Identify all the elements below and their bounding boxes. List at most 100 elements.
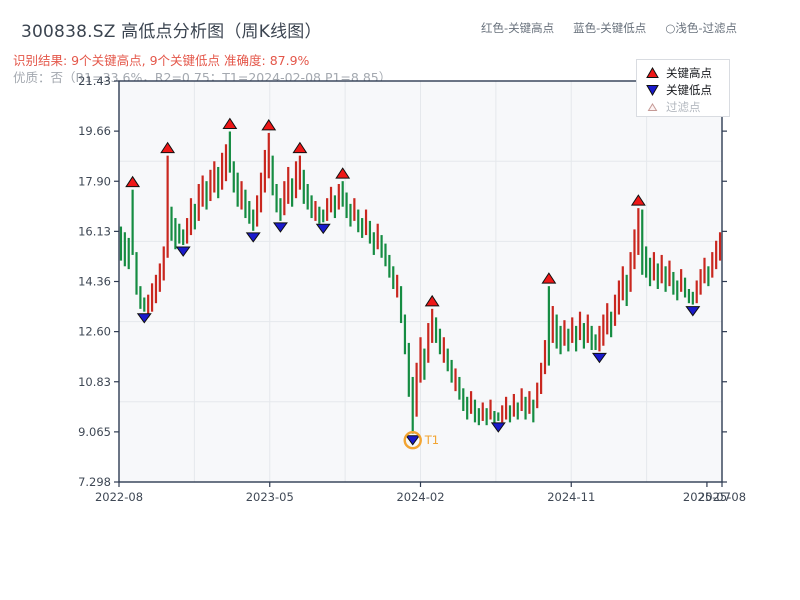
candle-bar <box>582 323 585 349</box>
candle-bar <box>345 192 348 219</box>
candle-bar <box>326 198 329 221</box>
candle-bar <box>232 161 235 193</box>
candle-bar <box>236 172 239 207</box>
candle-bar <box>403 314 407 355</box>
candle-bar <box>520 388 523 412</box>
candle-bar <box>415 362 418 417</box>
candle-bar <box>182 229 185 246</box>
candle-bar <box>368 220 372 244</box>
key-high-marker <box>541 272 557 284</box>
y-axis-label: 16.13 <box>78 224 111 238</box>
top-legend-key-high: 红色-关键高点 <box>481 21 555 35</box>
candle-bar <box>349 203 352 227</box>
candle-bar <box>287 166 290 204</box>
candle-bar <box>419 337 422 383</box>
candle-bar <box>660 254 663 284</box>
candle-bar <box>283 181 286 216</box>
candle-bar <box>388 254 391 278</box>
x-axis-label: 2025-08 <box>698 490 746 504</box>
candle-bar <box>610 311 613 338</box>
candle-bar <box>629 252 632 292</box>
key-low-marker <box>685 306 701 317</box>
candle-bar <box>423 348 426 380</box>
candle-bar <box>485 408 488 426</box>
candle-bar <box>668 260 671 287</box>
legend-key-low-label: 关键低点 <box>666 82 712 97</box>
candle-bar <box>213 161 216 193</box>
candle-bar <box>691 291 694 305</box>
candle-bar <box>559 325 562 355</box>
candle-bar <box>407 342 410 397</box>
candle-bar <box>364 209 368 236</box>
candle-bar <box>119 226 123 261</box>
key-low-marker <box>272 222 288 233</box>
candle-bar <box>302 169 305 204</box>
candle-bar <box>676 280 679 301</box>
candle-bar <box>162 246 165 281</box>
candle-bar <box>438 328 442 355</box>
candle-bar <box>528 391 531 414</box>
candle-bar <box>606 303 609 335</box>
x-axis-label: 2023-05 <box>246 490 294 504</box>
key-high-marker <box>222 117 238 130</box>
candle-bar <box>178 223 181 244</box>
candle-bar <box>594 334 597 350</box>
candle-bar <box>209 169 212 202</box>
candle-bar <box>442 337 445 363</box>
key-low-marker <box>136 313 152 324</box>
candle-bar <box>205 181 208 210</box>
key-high-marker <box>125 175 141 188</box>
candle-bar <box>357 209 360 233</box>
candle-bar <box>656 263 659 289</box>
candle-bar <box>329 186 333 213</box>
x-axis-label: 2022-08 <box>95 490 143 504</box>
candle-bar <box>434 317 438 343</box>
candle-bar <box>127 237 130 270</box>
candle-bar <box>185 218 189 244</box>
candle-bar <box>166 155 169 258</box>
candle-bar <box>590 325 593 350</box>
x-axis-label: 2024-02 <box>396 490 444 504</box>
y-axis-label: 17.90 <box>78 174 111 188</box>
candle-bar <box>143 297 146 312</box>
key-low-marker <box>405 435 421 446</box>
candle-bar <box>252 209 255 231</box>
key-low-triangle-icon <box>646 84 659 96</box>
candle-bar <box>147 294 150 318</box>
candle-bar <box>353 198 356 221</box>
candle-bar <box>318 206 321 224</box>
candle-bar <box>139 286 142 309</box>
candle-bar <box>602 314 605 346</box>
candle-bar <box>224 144 228 182</box>
candle-bar <box>524 396 527 420</box>
candle-bar <box>703 257 706 284</box>
legend-filtered-label: 过滤点 <box>666 99 701 114</box>
key-low-marker <box>315 223 331 235</box>
candle-bar <box>547 286 550 366</box>
candle-bar <box>154 274 158 304</box>
candle-bar <box>586 314 589 343</box>
candle-bar <box>396 274 399 298</box>
key-high-marker <box>292 141 308 154</box>
candle-bar <box>477 408 480 426</box>
candle-bar <box>158 263 161 292</box>
candle-bar <box>508 405 512 423</box>
candle-bar <box>123 232 126 267</box>
candle-bar <box>135 252 138 295</box>
candle-bar <box>707 266 710 287</box>
candle-bar <box>427 323 430 363</box>
candle-bar <box>575 325 578 352</box>
candle-bar <box>392 266 395 289</box>
candle-bar <box>637 208 640 255</box>
candle-bar <box>248 201 251 224</box>
y-axis-label: 12.60 <box>78 325 111 339</box>
candle-bar <box>687 288 691 304</box>
candle-bar <box>718 232 722 261</box>
candle-bar <box>201 175 204 207</box>
candle-bar <box>189 198 193 236</box>
t1-circle <box>403 431 422 450</box>
candle-bar <box>501 405 504 423</box>
candle-bar <box>450 359 453 383</box>
candle-bar <box>431 308 434 343</box>
